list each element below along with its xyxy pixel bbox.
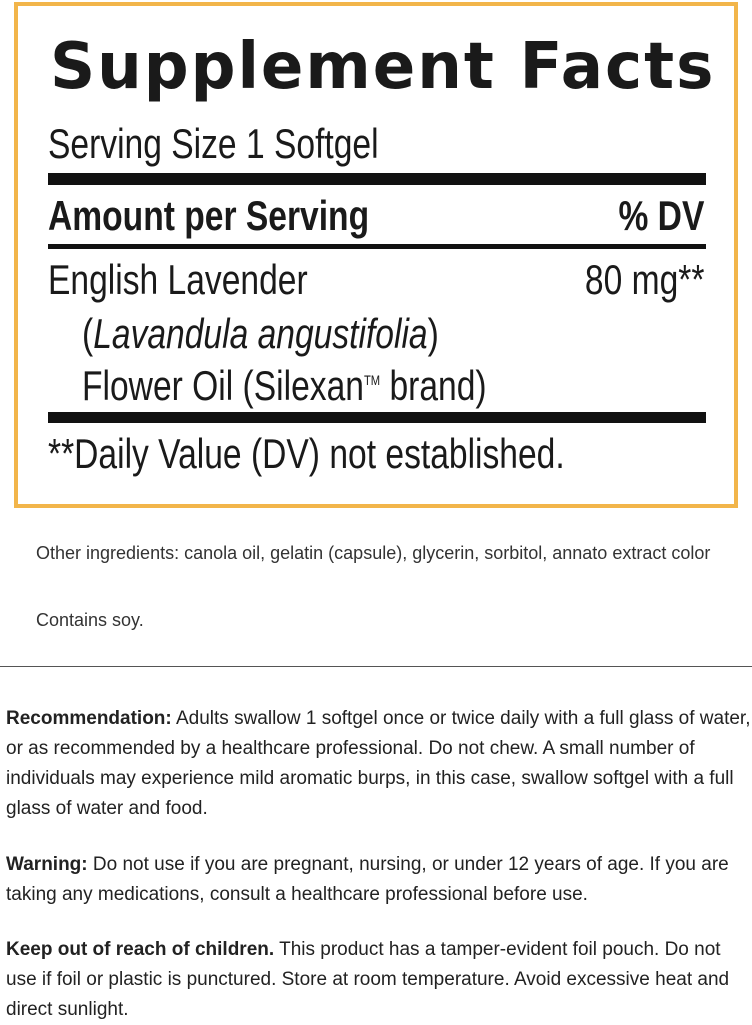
paren: ( bbox=[82, 310, 94, 357]
section-label: Recommendation: bbox=[6, 708, 172, 729]
warning: Warning: Do not use if you are pregnant,… bbox=[6, 850, 751, 910]
section-label: Warning: bbox=[6, 854, 88, 875]
supplement-facts-panel bbox=[14, 2, 738, 508]
other-ingredients: Other ingredients: canola oil, gelatin (… bbox=[36, 543, 711, 563]
dv-header: % DV bbox=[597, 192, 704, 240]
trademark: TM bbox=[363, 372, 381, 388]
ingredient-form: Flower Oil (SilexanTM brand) bbox=[82, 362, 588, 410]
form-text: Flower Oil (Silexan bbox=[82, 362, 364, 409]
ingredient-amount: 80 mg** bbox=[555, 256, 704, 304]
recommendation: Recommendation: Adults swallow 1 softgel… bbox=[6, 704, 751, 824]
ingredient-latin: (Lavandula angustifolia) bbox=[82, 310, 528, 358]
amount-header: Amount per Serving bbox=[48, 192, 449, 240]
footnote-text: **Daily Value (DV) not established. bbox=[48, 430, 565, 477]
ingredient-name-text: English Lavender bbox=[48, 256, 308, 303]
keep-out-of-reach: Keep out of reach of children. This prod… bbox=[6, 935, 751, 1025]
section-text: Adults swallow 1 softgel once or twice d… bbox=[6, 708, 751, 819]
thick-divider bbox=[48, 173, 706, 185]
footnote: **Daily Value (DV) not established. bbox=[48, 430, 694, 478]
section-text: Do not use if you are pregnant, nursing,… bbox=[6, 854, 729, 905]
dv-header-text: % DV bbox=[618, 192, 704, 239]
form-text-end: brand) bbox=[380, 362, 487, 409]
ingredient-name: English Lavender bbox=[48, 256, 373, 304]
thick-divider-bottom bbox=[48, 412, 706, 423]
section-divider bbox=[0, 666, 752, 667]
section-label: Keep out of reach of children. bbox=[6, 939, 275, 960]
panel-title: Supplement Facts bbox=[50, 30, 716, 104]
latin-name: Lavandula angustifolia bbox=[93, 310, 428, 357]
amount-header-text: Amount per Serving bbox=[48, 192, 370, 239]
allergen-statement: Contains soy. bbox=[36, 610, 144, 630]
ingredient-amount-text: 80 mg** bbox=[584, 256, 704, 303]
serving-size: Serving Size 1 Softgel bbox=[48, 120, 461, 168]
thin-divider bbox=[48, 244, 706, 249]
section-text: This product has a tamper-evident foil p… bbox=[6, 939, 730, 1020]
serving-size-text: Serving Size 1 Softgel bbox=[48, 120, 379, 167]
paren: ) bbox=[427, 310, 439, 357]
